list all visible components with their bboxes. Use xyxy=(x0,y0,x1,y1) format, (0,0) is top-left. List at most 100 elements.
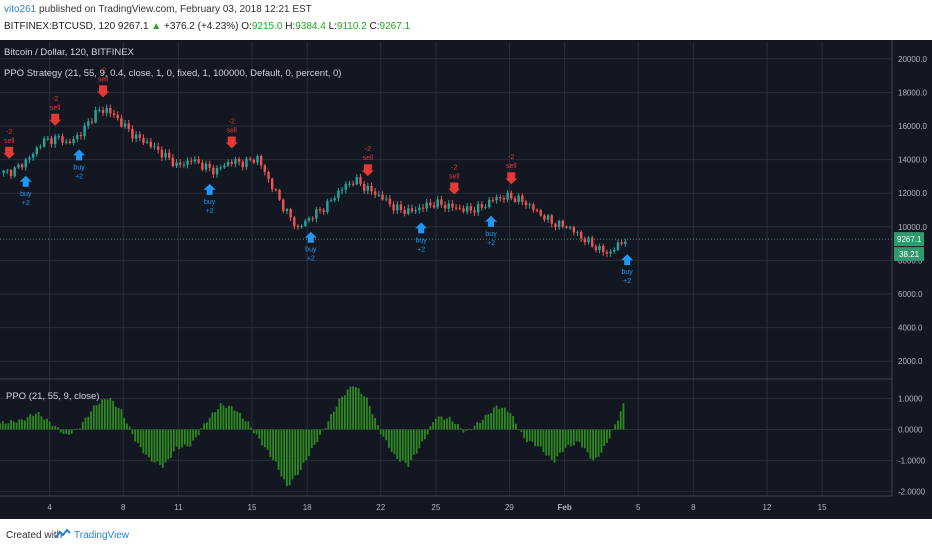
candle-body xyxy=(296,225,300,227)
ppo-bar xyxy=(299,429,302,471)
ppo-bar xyxy=(473,425,476,430)
ppo-bar xyxy=(459,428,462,430)
candle-body xyxy=(432,205,436,208)
ppo-bar xyxy=(324,428,327,430)
ppo-bar xyxy=(319,429,321,435)
ppo-bar xyxy=(7,423,10,430)
strategy-legend[interactable]: PPO Strategy (21, 55, 9, 0.4, close, 1, … xyxy=(4,68,341,79)
ppo-bar xyxy=(589,429,592,459)
ppo-bar xyxy=(451,421,454,430)
candle-body xyxy=(201,162,204,170)
ppo-bar xyxy=(575,429,578,442)
ppo-legend[interactable]: PPO (21, 55, 9, close) xyxy=(6,391,99,402)
author-link[interactable]: vito261 xyxy=(4,4,37,15)
ppo-bar xyxy=(567,429,570,445)
candle-body xyxy=(116,114,119,119)
signal-label: buy xyxy=(20,191,32,198)
ppo-bar xyxy=(175,429,178,447)
ppo-bar xyxy=(600,429,603,453)
candle-body xyxy=(160,149,164,158)
ppo-bar xyxy=(423,429,426,440)
candle-body xyxy=(594,246,598,251)
candle-body xyxy=(35,147,38,155)
ppo-bar xyxy=(498,409,501,430)
ppo-bar xyxy=(15,422,18,430)
ppo-bar xyxy=(407,429,410,467)
up-arrow-icon: ▲ xyxy=(151,21,162,32)
candle-body xyxy=(329,200,333,202)
ppo-bar xyxy=(495,405,498,430)
ppo-bar xyxy=(313,429,316,445)
ppo-bar xyxy=(553,429,556,463)
candle-body xyxy=(443,204,447,209)
candle-body xyxy=(304,220,307,226)
sell-arrow-icon xyxy=(3,146,16,159)
candle-body xyxy=(245,158,248,168)
candle-body xyxy=(142,137,145,143)
ppo-bar xyxy=(145,429,148,455)
ppo-bar xyxy=(183,429,186,445)
ppo-bar xyxy=(429,426,432,430)
chart-svg[interactable]: -2 sell buy +2 -2 sell buy +2 -2 sell -2 sell buy +2 b… xyxy=(0,40,932,519)
candle-body xyxy=(61,136,64,143)
candle-body xyxy=(491,199,495,201)
ppo-bar xyxy=(531,429,534,442)
ppo-bar xyxy=(622,403,625,430)
ppo-bar xyxy=(54,425,57,430)
chart-area[interactable]: -2 sell buy +2 -2 sell buy +2 -2 sell -2 sell buy +2 b… xyxy=(0,40,932,519)
signal-label: sell xyxy=(226,127,237,134)
candle-body xyxy=(282,199,285,211)
ppo-bar xyxy=(332,411,335,430)
ppo-bar xyxy=(189,429,192,447)
ppo-bar xyxy=(172,429,175,452)
candle-body xyxy=(289,209,292,218)
candle-body xyxy=(447,203,450,209)
candle-body xyxy=(344,184,347,190)
signal-label: buy xyxy=(622,269,634,276)
time-tick-label: 8 xyxy=(691,503,696,512)
candle-body xyxy=(414,210,417,212)
candle-body xyxy=(359,177,362,185)
ppo-bar xyxy=(252,429,255,434)
ppo-bar xyxy=(611,429,614,431)
ppo-bar xyxy=(222,405,225,430)
buy-arrow-icon xyxy=(73,149,86,161)
ppo-bar xyxy=(76,428,79,430)
price-tick-label: 10000.0 xyxy=(898,223,927,232)
publish-info: vito261 published on TradingView.com, Fe… xyxy=(4,4,312,15)
ppo-bar xyxy=(614,424,617,430)
candle-body xyxy=(101,109,105,113)
candle-body xyxy=(410,208,414,212)
candle-body xyxy=(373,191,377,195)
ppo-bar xyxy=(401,429,404,461)
candle-body xyxy=(50,138,53,145)
candle-body xyxy=(79,135,83,137)
candle-body xyxy=(528,204,531,206)
ppo-bar xyxy=(288,429,291,486)
ppo-bar xyxy=(432,422,435,430)
ppo-bar xyxy=(186,429,189,447)
candle-body xyxy=(458,207,461,209)
ppo-bar xyxy=(32,415,35,430)
ppo-bar xyxy=(537,429,539,447)
ppo-bar xyxy=(437,416,440,430)
signal-label: sell xyxy=(98,76,109,83)
ppo-bar xyxy=(490,413,492,430)
candle-body xyxy=(377,194,381,196)
ppo-bar xyxy=(327,421,330,430)
candle-body xyxy=(598,245,601,251)
time-tick-label: 5 xyxy=(636,503,641,512)
ppo-bar xyxy=(517,429,520,431)
ppo-bar xyxy=(617,420,619,430)
candle-body xyxy=(215,167,219,175)
candle-body xyxy=(46,138,50,140)
candle-body xyxy=(90,121,94,123)
symbol-quote: BITFINEX:BTCUSD, 120 9267.1 ▲ +376.2 (+4… xyxy=(4,21,410,32)
candle-body xyxy=(42,138,46,147)
time-tick-label: 8 xyxy=(121,503,126,512)
ppo-bar xyxy=(468,428,470,430)
ppo-bar xyxy=(559,429,561,453)
candle-body xyxy=(267,171,270,179)
tradingview-link[interactable]: TradingView xyxy=(74,530,130,541)
candle-body xyxy=(480,204,484,208)
